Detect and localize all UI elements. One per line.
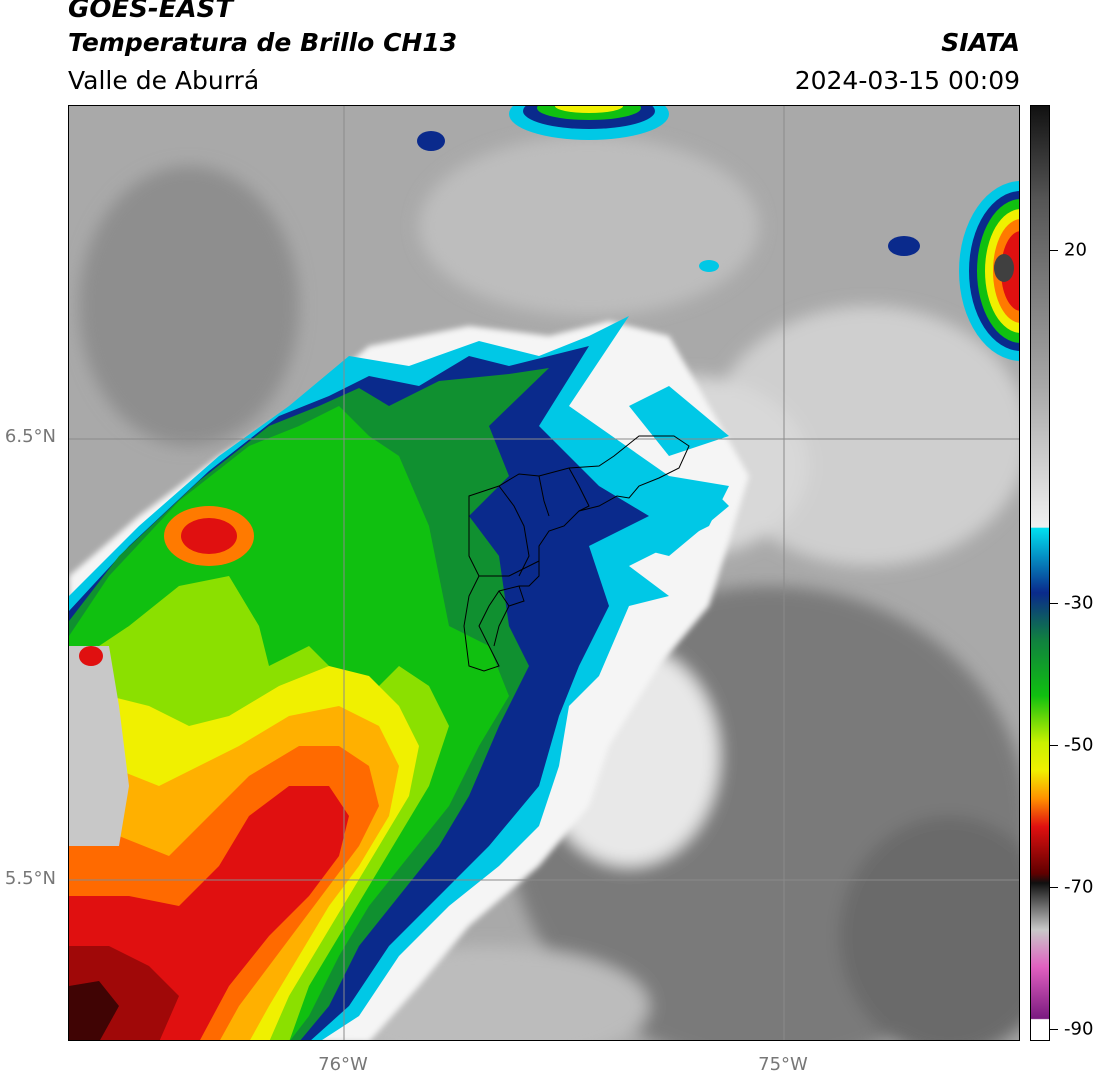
colorbar-tick <box>1050 250 1058 251</box>
colorbar-label-minus70: -70 <box>1064 876 1094 898</box>
colorbar-label-minus90: -90 <box>1064 1018 1094 1040</box>
colorbar-label-minus50: -50 <box>1064 734 1094 756</box>
right-cloud <box>888 181 1019 361</box>
cloud-contours <box>69 316 749 1040</box>
colorbar <box>1030 105 1050 1041</box>
satellite-title: GOES-EAST <box>68 0 234 24</box>
datetime-label: 2024-03-15 00:09 <box>794 66 1020 95</box>
colorbar-tick <box>1050 603 1058 604</box>
organization-label: SIATA <box>941 28 1020 57</box>
graticule <box>69 106 1019 1040</box>
colorbar-tick <box>1050 887 1058 888</box>
colorbar-gradient <box>1031 106 1049 1040</box>
map-image <box>69 106 1019 1040</box>
top-cloud <box>417 106 669 151</box>
colorbar-tick <box>1050 745 1058 746</box>
lat-label-5-5: 5.5°N <box>4 868 56 889</box>
region-subtitle: Valle de Aburrá <box>68 66 260 95</box>
brightness-temperature-map <box>68 105 1020 1041</box>
lon-label-75w: 75°W <box>758 1054 808 1075</box>
municipal-boundaries <box>463 435 690 672</box>
product-title: Temperatura de Brillo CH13 <box>68 28 458 57</box>
colorbar-label-minus30: -30 <box>1064 592 1094 614</box>
lat-label-6-5: 6.5°N <box>4 426 56 447</box>
colorbar-tick <box>1050 1029 1058 1030</box>
lon-label-76w: 76°W <box>318 1054 368 1075</box>
colorbar-label-20: 20 <box>1064 239 1087 261</box>
